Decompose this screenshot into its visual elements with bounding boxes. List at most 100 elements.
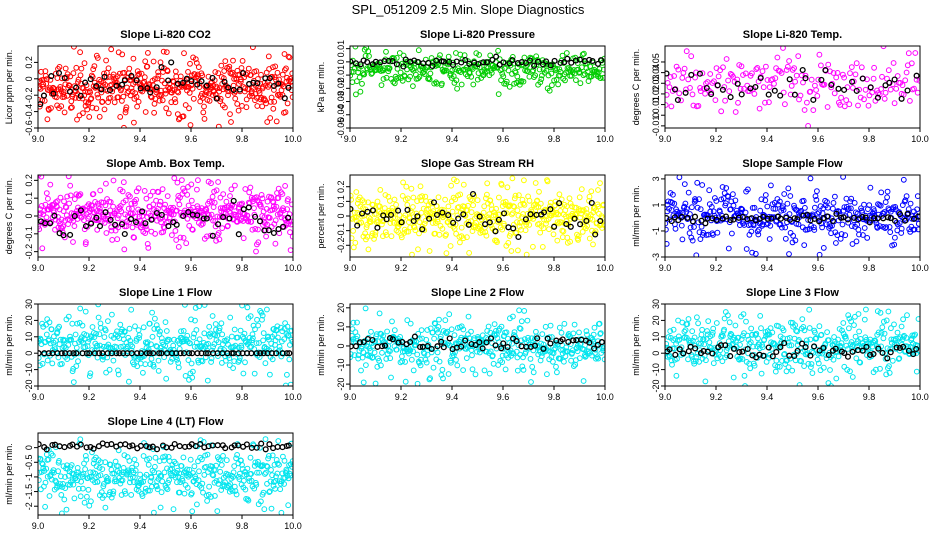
data-point <box>766 99 772 106</box>
data-point <box>753 330 760 337</box>
data-point <box>101 106 108 113</box>
data-point <box>208 494 214 500</box>
overlay-point <box>240 206 247 213</box>
data-point <box>758 196 765 203</box>
overlay-point <box>127 216 135 223</box>
data-point <box>95 200 101 207</box>
data-point <box>244 304 251 311</box>
data-point <box>97 472 104 479</box>
overlay-point <box>369 336 376 344</box>
data-point <box>371 349 378 356</box>
panel-title: Slope Line 1 Flow <box>119 287 212 299</box>
overlay-point <box>236 86 243 93</box>
x-tick-label: 10.0 <box>596 392 614 402</box>
data-point <box>115 367 121 374</box>
data-point <box>459 56 466 63</box>
data-point <box>40 211 47 218</box>
data-point <box>426 248 433 254</box>
overlay-point <box>689 218 696 225</box>
data-point <box>743 318 749 325</box>
data-point <box>532 180 539 186</box>
data-point <box>712 97 719 103</box>
data-point <box>450 194 457 201</box>
data-point <box>121 329 128 335</box>
y-axis-label: ml/min per min. <box>4 314 14 376</box>
data-point <box>154 343 161 350</box>
data-point <box>93 330 99 337</box>
data-point <box>156 97 163 104</box>
data-point <box>80 110 86 116</box>
data-point <box>134 103 141 110</box>
data-point <box>571 321 578 328</box>
data-point <box>787 355 794 362</box>
data-point <box>454 85 461 92</box>
data-point <box>54 329 61 336</box>
overlay-point <box>102 209 109 216</box>
data-point <box>870 75 877 82</box>
overlay-point <box>727 353 734 360</box>
data-point <box>675 333 682 340</box>
data-point <box>90 191 97 197</box>
data-point <box>681 335 687 341</box>
data-point <box>694 314 700 321</box>
data-point <box>140 453 147 459</box>
data-point <box>217 205 224 212</box>
data-point <box>155 72 162 79</box>
x-tick-label: 9.4 <box>761 392 774 402</box>
x-tick-label: 9.4 <box>446 263 459 273</box>
data-point <box>902 77 909 84</box>
panel-title: Slope Sample Flow <box>742 158 843 170</box>
data-point <box>256 340 262 346</box>
data-point <box>480 209 487 216</box>
overlay-point <box>773 348 780 356</box>
data-point <box>537 200 544 207</box>
x-tick-label: 9.2 <box>83 134 96 144</box>
x-tick-label: 9.0 <box>32 134 45 144</box>
data-point <box>887 229 894 236</box>
y-tick-label: 10 <box>24 332 34 342</box>
overlay-point <box>684 214 691 221</box>
data-point <box>162 453 169 460</box>
data-point <box>750 343 756 350</box>
data-point <box>166 477 173 484</box>
overlay-point <box>592 231 599 238</box>
x-tick-label: 10.0 <box>911 263 929 273</box>
data-point <box>350 244 357 251</box>
data-point <box>188 490 195 497</box>
data-point <box>410 83 416 89</box>
data-point <box>379 349 385 356</box>
overlay-point <box>727 217 734 224</box>
data-point <box>779 224 785 231</box>
data-point <box>120 93 127 100</box>
data-point <box>188 316 195 323</box>
data-point <box>265 455 272 462</box>
data-point <box>740 311 747 318</box>
data-point <box>504 184 511 191</box>
data-point <box>158 489 165 496</box>
data-point <box>141 188 148 194</box>
data-point <box>556 191 563 198</box>
data-point <box>554 219 561 226</box>
data-point <box>574 348 581 355</box>
data-point <box>114 236 121 243</box>
x-tick-label: 9.2 <box>710 392 723 402</box>
y-axis-label: ml/min per min. <box>316 314 326 376</box>
data-point <box>70 70 77 77</box>
data-point <box>881 330 888 337</box>
overlay-point <box>270 229 277 237</box>
data-point <box>216 236 223 243</box>
overlay-point <box>279 223 287 230</box>
data-point <box>226 362 233 369</box>
data-point <box>77 49 83 56</box>
data-point <box>146 455 153 462</box>
data-point <box>368 71 375 77</box>
data-point <box>289 70 293 77</box>
data-point <box>915 226 920 233</box>
overlay-point <box>177 350 184 357</box>
data-point <box>65 175 72 180</box>
overlay-point <box>393 61 400 68</box>
data-point <box>393 346 400 353</box>
plot-frame <box>349 303 606 387</box>
data-point <box>253 340 260 347</box>
overlay-point <box>402 56 409 63</box>
